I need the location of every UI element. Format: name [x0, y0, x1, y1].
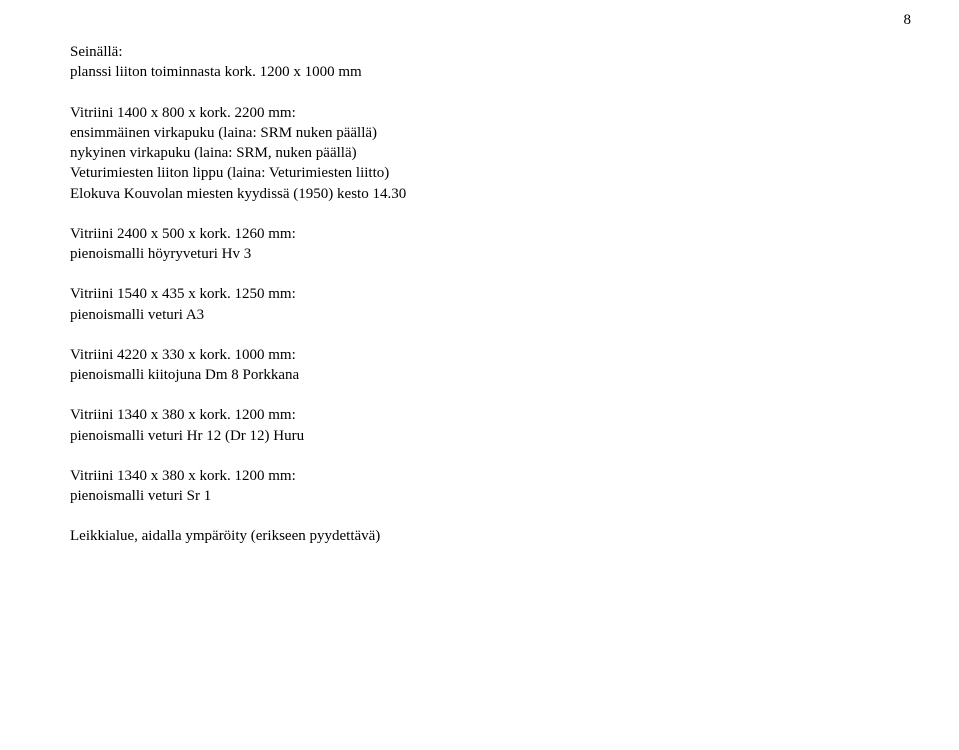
text-block: Leikkialue, aidalla ympäröity (erikseen …: [70, 526, 889, 546]
text-block: Vitriini 1340 x 380 x kork. 1200 mm: pie…: [70, 466, 889, 507]
text-block: Seinällä: planssi liiton toiminnasta kor…: [70, 42, 889, 83]
text-line: pienoismalli höyryveturi Hv 3: [70, 244, 889, 264]
text-line: pienoismalli kiitojuna Dm 8 Porkkana: [70, 365, 889, 385]
page-number: 8: [904, 12, 912, 29]
text-line: pienoismalli veturi Sr 1: [70, 486, 889, 506]
text-block: Vitriini 4220 x 330 x kork. 1000 mm: pie…: [70, 345, 889, 386]
text-line: Seinällä:: [70, 42, 889, 62]
text-line: Veturimiesten liiton lippu (laina: Vetur…: [70, 163, 889, 183]
text-block: Vitriini 1540 x 435 x kork. 1250 mm: pie…: [70, 284, 889, 325]
text-line: Vitriini 1400 x 800 x kork. 2200 mm:: [70, 103, 889, 123]
text-line: Vitriini 4220 x 330 x kork. 1000 mm:: [70, 345, 889, 365]
document-content: Seinällä: planssi liiton toiminnasta kor…: [0, 0, 959, 547]
text-line: ensimmäinen virkapuku (laina: SRM nuken …: [70, 123, 889, 143]
text-line: planssi liiton toiminnasta kork. 1200 x …: [70, 62, 889, 82]
text-block: Vitriini 1400 x 800 x kork. 2200 mm: ens…: [70, 103, 889, 204]
text-block: Vitriini 2400 x 500 x kork. 1260 mm: pie…: [70, 224, 889, 265]
text-line: Leikkialue, aidalla ympäröity (erikseen …: [70, 526, 889, 546]
text-line: Vitriini 1540 x 435 x kork. 1250 mm:: [70, 284, 889, 304]
text-line: pienoismalli veturi Hr 12 (Dr 12) Huru: [70, 426, 889, 446]
text-line: nykyinen virkapuku (laina: SRM, nuken pä…: [70, 143, 889, 163]
text-line: Elokuva Kouvolan miesten kyydissä (1950)…: [70, 184, 889, 204]
text-line: pienoismalli veturi A3: [70, 305, 889, 325]
text-line: Vitriini 1340 x 380 x kork. 1200 mm:: [70, 405, 889, 425]
text-line: Vitriini 1340 x 380 x kork. 1200 mm:: [70, 466, 889, 486]
text-line: Vitriini 2400 x 500 x kork. 1260 mm:: [70, 224, 889, 244]
text-block: Vitriini 1340 x 380 x kork. 1200 mm: pie…: [70, 405, 889, 446]
